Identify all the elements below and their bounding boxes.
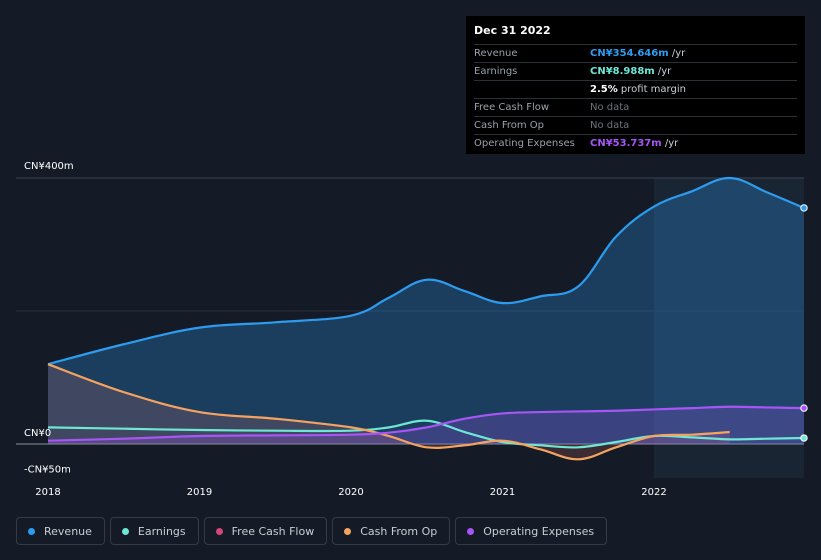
tooltip-date: Dec 31 2022 — [474, 24, 551, 37]
x-tick-label: 2019 — [187, 487, 212, 498]
chart-area: CN¥400m CN¥0 -CN¥50m 2018 2019 2020 2021 2022 — [16, 161, 808, 498]
tooltip-row-value: No data — [590, 120, 630, 131]
legend-item-cash-from-op[interactable]: Cash From Op — [332, 517, 451, 545]
legend-item-earnings[interactable]: Earnings — [109, 517, 199, 545]
cash-from-op-line — [47, 363, 730, 461]
tooltip-row-value: CN¥8.988m /yr — [590, 66, 672, 77]
x-tick-label: 2018 — [35, 487, 60, 498]
series-lines — [47, 176, 805, 461]
tooltip-row-label — [474, 81, 590, 98]
series-areas — [48, 177, 804, 460]
legend-label: Earnings — [137, 524, 186, 538]
revenue-area — [48, 177, 804, 444]
legend-dot-icon — [28, 527, 35, 535]
tooltip-row: Operating Expenses CN¥53.737m /yr — [474, 134, 797, 152]
tooltip-panel: Dec 31 2022 Revenue CN¥354.646m /yr Earnin… — [466, 16, 805, 154]
legend-label: Cash From Op — [360, 524, 438, 538]
y-axis-labels: CN¥400m CN¥0 -CN¥50m — [24, 161, 74, 475]
earnings-end-marker — [800, 434, 808, 442]
tooltip-row-value: CN¥354.646m /yr — [590, 48, 686, 59]
legend-dot-icon — [344, 527, 352, 535]
tooltip-row-label: Revenue — [474, 48, 518, 59]
legend-item-revenue[interactable]: Revenue — [16, 517, 105, 545]
tooltip-row-label: Operating Expenses — [474, 138, 575, 149]
tooltip-row-label: Free Cash Flow — [474, 102, 550, 113]
operating-expenses-end-marker — [800, 404, 808, 412]
tooltip-row: 2.5% profit margin — [474, 80, 797, 98]
revenue-end-marker — [800, 204, 808, 212]
series-end-markers — [800, 204, 808, 442]
legend-item-operating-expenses[interactable]: Operating Expenses — [455, 517, 608, 545]
tooltip-row-value: No data — [590, 102, 630, 113]
highlight-band — [654, 178, 804, 478]
x-axis-labels: 2018 2019 2020 2021 2022 — [35, 487, 666, 498]
legend-label: Free Cash Flow — [231, 524, 315, 538]
tooltip-row-value: CN¥53.737m /yr — [590, 138, 679, 149]
legend-label: Operating Expenses — [483, 524, 595, 538]
tooltip-row: Revenue CN¥354.646m /yr — [474, 44, 797, 62]
y-tick-label: CN¥400m — [24, 161, 74, 172]
legend-dot-icon — [467, 527, 475, 535]
y-tick-label: CN¥0 — [24, 428, 51, 439]
tooltip-row: Free Cash Flow No data — [474, 98, 797, 116]
tooltip-row-label: Earnings — [474, 66, 518, 77]
tooltip-row-label: Cash From Op — [474, 120, 545, 131]
operating-expenses-line — [47, 405, 805, 442]
operating-expenses-area — [48, 406, 804, 444]
revenue-line — [47, 176, 805, 366]
tooltip-row-value: 2.5% profit margin — [590, 84, 686, 95]
y-tick-label: -CN¥50m — [24, 464, 71, 475]
x-tick-label: 2022 — [641, 487, 666, 498]
tooltip-row: Cash From Op No data — [474, 116, 797, 134]
x-tick-label: 2020 — [338, 487, 363, 498]
legend-label: Revenue — [44, 524, 92, 538]
tooltip-row: Earnings CN¥8.988m /yr — [474, 62, 797, 80]
legend-item-free-cash-flow[interactable]: Free Cash Flow — [203, 517, 328, 545]
x-tick-label: 2021 — [490, 487, 515, 498]
legend-dot-icon — [215, 527, 223, 535]
chart-legend: Revenue Earnings Free Cash Flow Cash From O… — [16, 517, 612, 545]
legend-dot-icon — [121, 527, 129, 535]
